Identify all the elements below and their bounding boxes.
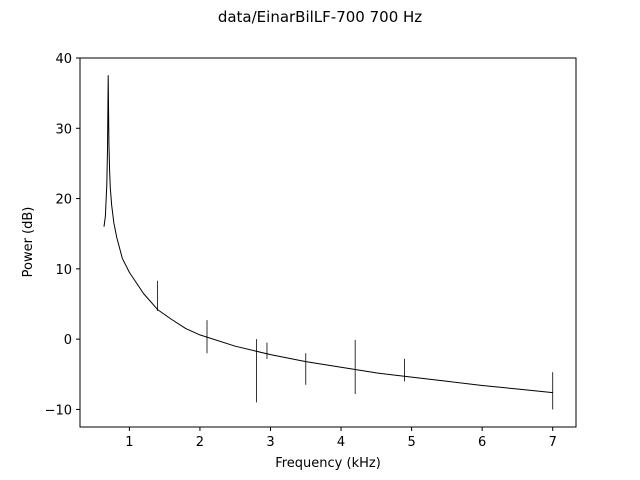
spectrum-line: [103, 75, 553, 394]
y-tick-label: 40: [55, 52, 72, 67]
x-tick-label: 3: [266, 435, 274, 450]
plot-frame: [79, 57, 577, 428]
y-tick-label: 30: [55, 122, 72, 137]
y-tick-label: 10: [55, 263, 72, 278]
y-tick-label: 20: [55, 193, 72, 208]
x-axis-label: Frequency (kHz): [275, 456, 381, 471]
y-axis-label: Power (dB): [21, 207, 36, 278]
chart-title: data/EinarBilLF-700 700 Hz: [218, 8, 422, 26]
x-tick-label: 1: [125, 435, 133, 450]
y-tick-label: −10: [45, 403, 72, 418]
x-tick-label: 2: [196, 435, 204, 450]
y-tick-label: 0: [64, 333, 72, 348]
x-tick-label: 4: [337, 435, 345, 450]
x-tick-label: 5: [407, 435, 415, 450]
x-tick-label: 6: [478, 435, 486, 450]
x-tick-label: 7: [549, 435, 557, 450]
